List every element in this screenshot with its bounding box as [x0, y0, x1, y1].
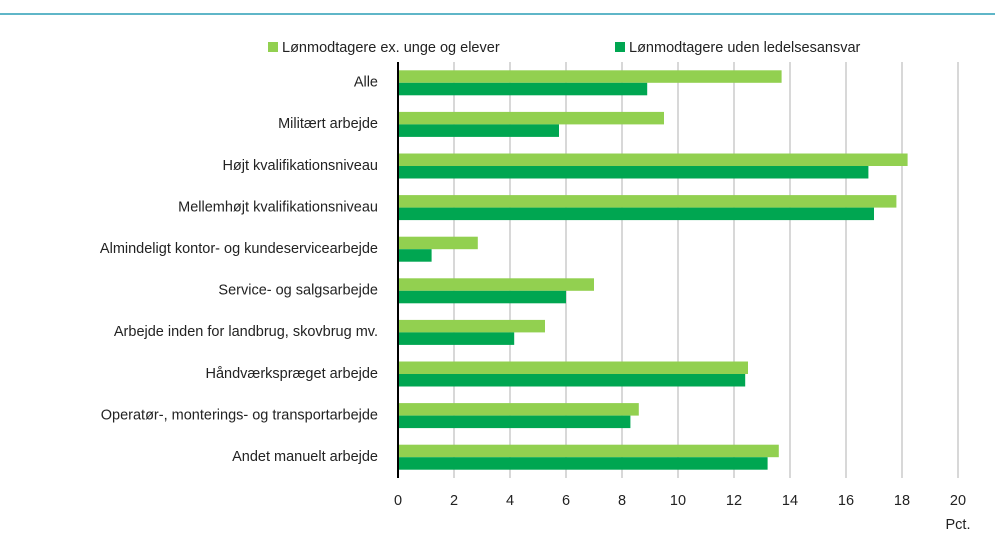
x-tick-label: 14 [782, 493, 798, 509]
bar [398, 374, 746, 387]
bar [398, 236, 478, 250]
bar [398, 278, 594, 291]
bar [398, 207, 874, 221]
bar [398, 153, 908, 166]
y-tick-label: Service- og salgsarbejde [218, 283, 378, 299]
bar [398, 319, 545, 333]
x-tick-label: 2 [450, 493, 458, 509]
x-tick-label: 10 [670, 493, 686, 509]
legend-label: Lønmodtagere uden ledelsesansvar [629, 40, 861, 56]
legend-swatch [268, 42, 278, 52]
y-tick-label: Håndværkspræget arbejde [206, 366, 378, 382]
bar [398, 124, 559, 137]
y-tick-label: Mellemhøjt kvalifikationsniveau [178, 199, 378, 215]
x-tick-label: 0 [394, 493, 402, 509]
bar [398, 361, 748, 374]
y-tick-label: Almindeligt kontor- og kundeservicearbej… [100, 241, 378, 257]
x-tick-label: 12 [726, 493, 742, 509]
legend-label: Lønmodtagere ex. unge og elever [282, 40, 500, 56]
bar [398, 457, 768, 470]
x-tick-label: 6 [562, 493, 570, 509]
bar [398, 415, 631, 429]
bar [398, 166, 869, 179]
x-tick-label: 4 [506, 493, 514, 509]
bar [398, 290, 566, 304]
y-tick-label: Militært arbejde [278, 116, 378, 132]
y-tick-label: Alle [354, 75, 378, 91]
bar [398, 249, 432, 262]
bar [398, 332, 515, 345]
bar [398, 70, 782, 83]
y-tick-label: Arbejde inden for landbrug, skovbrug mv. [114, 324, 378, 340]
x-tick-label: 8 [618, 493, 626, 509]
bar [398, 111, 664, 125]
x-tick-label: 16 [838, 493, 854, 509]
x-tick-label: 18 [894, 493, 910, 509]
y-tick-label: Højt kvalifikationsniveau [222, 158, 378, 174]
y-tick-label: Andet manuelt arbejde [232, 449, 378, 465]
x-axis-label: Pct. [946, 517, 971, 533]
x-tick-label: 20 [950, 493, 966, 509]
bar [398, 403, 639, 416]
bar [398, 444, 779, 458]
y-tick-label: Operatør-, monterings- og transportarbej… [101, 407, 378, 423]
bar [398, 82, 648, 96]
bar [398, 195, 897, 208]
legend-swatch [615, 42, 625, 52]
